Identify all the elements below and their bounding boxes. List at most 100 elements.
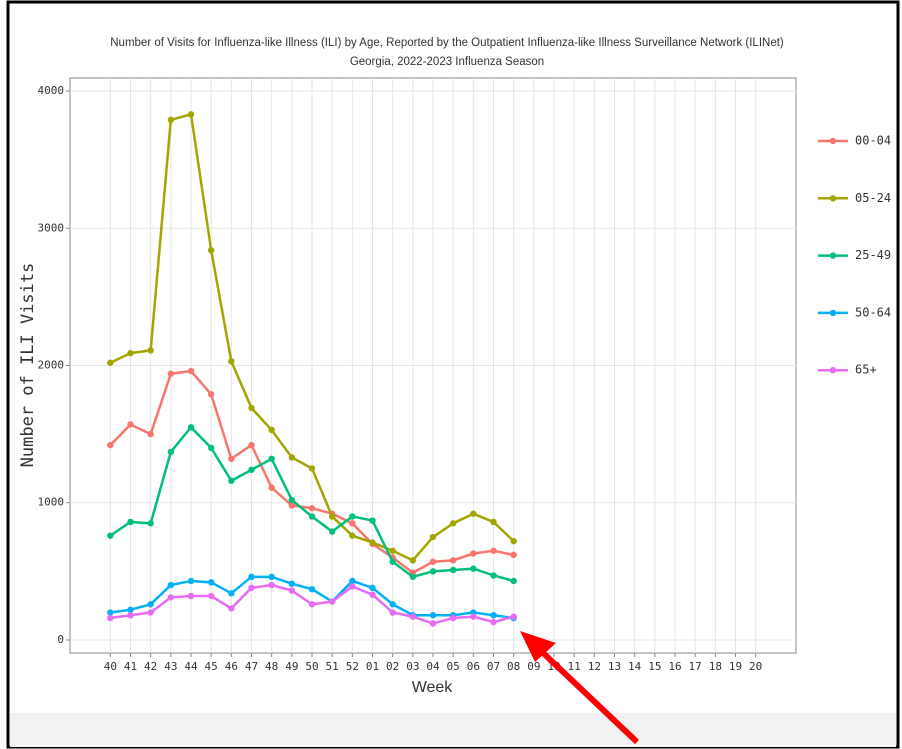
data-point [369, 591, 376, 598]
plot: 40 41 42 43 44 45 46 47 48 49 50 51 52 01 02 03 04 05 06 07… [38, 77, 797, 673]
x-tick-label: 17 [689, 660, 702, 673]
x-tick-label: 51 [326, 660, 339, 673]
data-point [449, 614, 457, 622]
data-point [308, 513, 316, 520]
x-tick-label: 19 [729, 660, 742, 673]
x-tick-label: 50 [305, 660, 318, 673]
x-tick-label: 41 [124, 660, 137, 673]
x-tick-label: 09 [527, 660, 540, 673]
data-point [288, 454, 296, 461]
x-tick-label: 16 [668, 660, 681, 673]
data-point [349, 520, 356, 527]
x-tick-label: 48 [265, 660, 278, 673]
data-point [389, 558, 396, 565]
data-point [449, 520, 457, 527]
x-tick-label: 12 [588, 660, 601, 673]
x-tick-label: 06 [467, 660, 480, 673]
y-tick-label: 4000 [38, 84, 65, 97]
legend-marker [829, 252, 837, 259]
data-point [389, 609, 396, 616]
data-point [107, 359, 114, 366]
x-tick-label: 02 [386, 660, 399, 673]
legend-label: 05-24 [855, 191, 891, 205]
data-point [228, 590, 235, 597]
data-point [470, 550, 477, 557]
x-axis-label: Week [412, 679, 454, 696]
data-point [369, 517, 376, 524]
x-tick-label: 46 [225, 660, 238, 673]
data-point [127, 612, 134, 619]
data-point [328, 598, 336, 605]
data-point [349, 532, 356, 539]
data-point [490, 618, 497, 626]
data-point [207, 247, 215, 254]
data-point [369, 539, 376, 546]
data-point [328, 513, 336, 520]
data-point [389, 547, 396, 554]
x-tick-label: 04 [426, 660, 440, 673]
data-point [228, 358, 235, 365]
data-point [449, 557, 457, 564]
data-point [328, 528, 336, 535]
data-point [429, 558, 437, 565]
data-point [248, 441, 255, 449]
data-point [510, 577, 517, 585]
x-tick-label: 18 [709, 660, 722, 673]
data-point [228, 477, 235, 484]
data-point [490, 572, 497, 579]
data-point [268, 581, 275, 589]
data-point [207, 391, 215, 398]
data-point [127, 349, 134, 357]
data-point [268, 426, 275, 434]
data-point [207, 592, 215, 600]
x-tick-label: 42 [144, 660, 157, 673]
data-point [510, 551, 517, 559]
data-point [308, 601, 316, 608]
footer-strip [10, 713, 896, 747]
x-tick-label: 07 [487, 660, 500, 673]
data-point [288, 587, 296, 594]
data-point [127, 518, 134, 526]
legend-marker [829, 309, 837, 317]
legend-label: 00-04 [855, 134, 891, 148]
data-point [510, 613, 517, 620]
legend-marker [829, 195, 837, 202]
y-tick-label: 0 [57, 633, 64, 646]
data-point [268, 455, 275, 463]
data-point [490, 547, 497, 554]
arrow-head [520, 631, 556, 662]
x-tick-label: 01 [366, 660, 379, 673]
legend-label: 50-64 [855, 305, 891, 319]
x-tick-label: 43 [164, 660, 177, 673]
data-point [429, 533, 437, 541]
data-point [147, 430, 154, 438]
data-point [389, 601, 396, 608]
data-point [187, 592, 195, 600]
data-point [470, 565, 477, 572]
y-tick-label: 2000 [38, 359, 65, 372]
data-point [127, 606, 134, 613]
data-point [369, 584, 376, 592]
data-point [409, 557, 417, 564]
x-tick-label: 08 [507, 660, 520, 673]
data-point [288, 496, 296, 504]
data-point [268, 484, 275, 491]
data-point [228, 605, 235, 612]
data-point [349, 513, 356, 520]
x-tick-label: 20 [749, 660, 762, 673]
data-point [248, 404, 255, 412]
data-point [147, 520, 154, 527]
x-tick-label: 15 [648, 660, 661, 673]
annotation-arrow [520, 631, 640, 745]
data-point [429, 568, 437, 575]
x-tick-label: 03 [406, 660, 419, 673]
data-point [248, 573, 255, 581]
data-point [207, 579, 215, 586]
data-point [510, 537, 517, 545]
data-point [167, 448, 175, 456]
x-tick-label: 40 [104, 660, 117, 673]
data-point [248, 466, 255, 473]
data-point [187, 367, 195, 375]
x-tick-label: 49 [285, 660, 298, 673]
